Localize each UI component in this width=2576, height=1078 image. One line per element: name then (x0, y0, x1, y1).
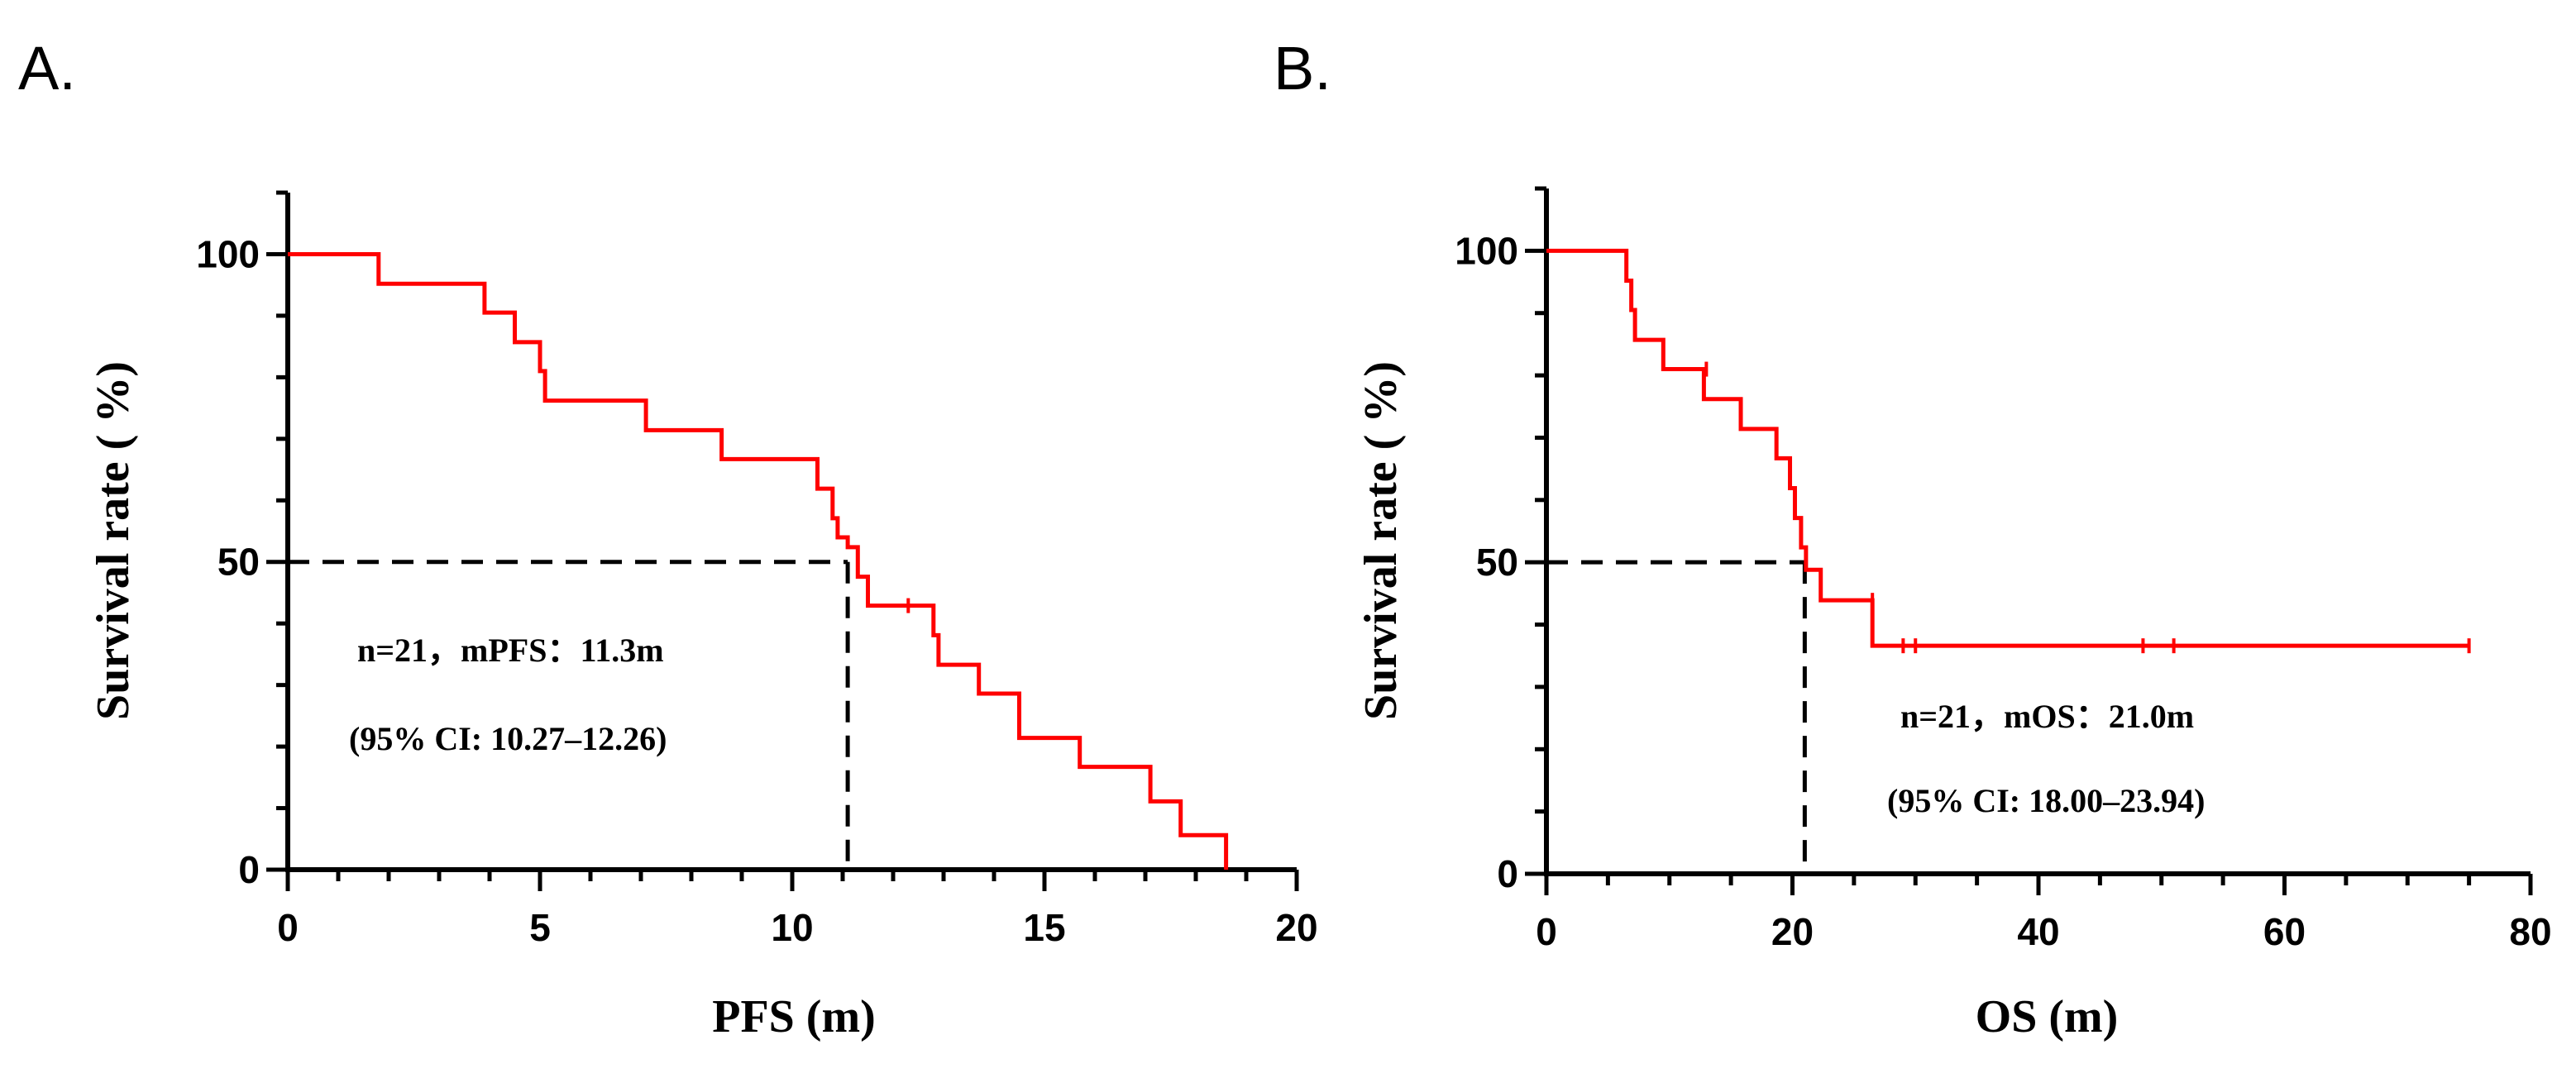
x-tick-label-b: 20 (1771, 910, 1814, 953)
survival-curve-b (1546, 248, 2469, 648)
annotation-line-2-b: (95% CI: 18.00–23.94) (1887, 782, 2205, 819)
y-tick-label-b: 0 (1497, 852, 1518, 895)
x-tick-label-a: 15 (1023, 906, 1065, 949)
annotation-line-1-b: n=21，mOS：21.0m (1900, 698, 2194, 735)
x-tick-label-b: 40 (2017, 910, 2059, 953)
y-tick-label-a: 50 (217, 541, 260, 584)
panel-letter-b: B. (1274, 34, 1331, 103)
x-tick-label-a: 0 (277, 906, 299, 949)
y-axis-title-a: Survival rate ( %) (88, 361, 139, 720)
x-axis-title-a: PFS (m) (712, 991, 876, 1042)
panel-a: A. Survival rate ( %) PFS (m) n=21，mPFS：… (18, 34, 1318, 1042)
x-tick-label-b: 60 (2263, 910, 2306, 953)
survival-curve-a (288, 251, 1229, 870)
annotation-line-1-a: n=21，mPFS：11.3m (357, 632, 664, 669)
x-tick-label-a: 10 (771, 906, 813, 949)
annotation-line-2-a: (95% CI: 10.27–12.26) (349, 720, 667, 757)
y-tick-label-b: 50 (1476, 541, 1518, 584)
x-tick-label-a: 20 (1275, 906, 1317, 949)
y-tick-label-a: 100 (196, 232, 260, 275)
y-tick-label-a: 0 (238, 848, 260, 891)
y-tick-label-b: 100 (1455, 229, 1518, 272)
panel-b: B. Survival rate ( %) OS (m) n=21，mOS：21… (1274, 34, 2552, 1042)
x-tick-label-b: 80 (2509, 910, 2551, 953)
panel-letter-a: A. (18, 34, 76, 103)
x-tick-label-a: 5 (529, 906, 551, 949)
x-axis-title-b: OS (m) (1976, 991, 2119, 1042)
y-axis-title-b: Survival rate ( %) (1355, 361, 1407, 720)
x-tick-label-b: 0 (1536, 910, 1557, 953)
